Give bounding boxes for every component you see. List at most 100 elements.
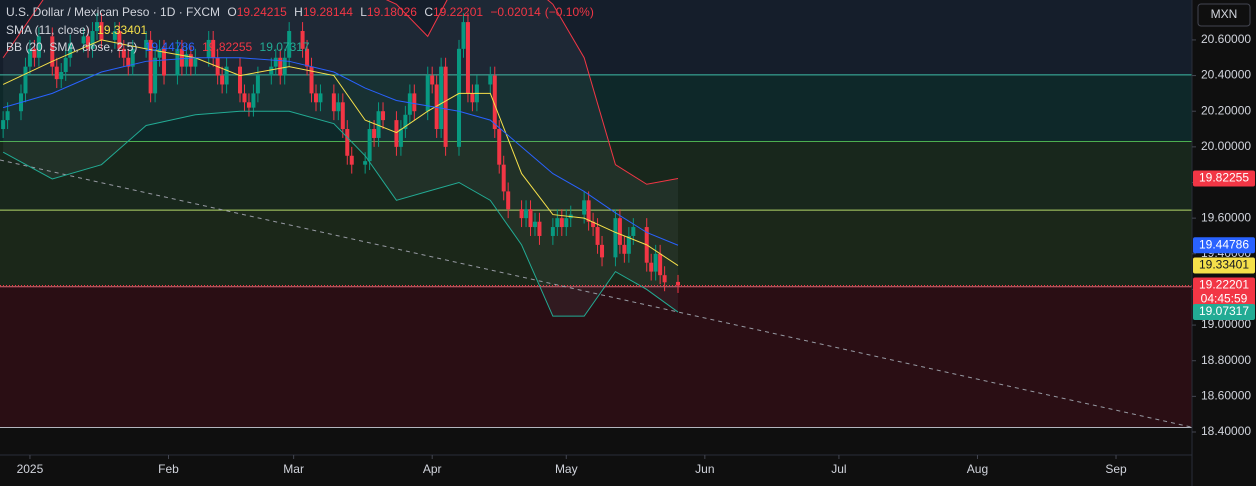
candle-body [318, 93, 323, 103]
price-badge [1193, 277, 1255, 308]
candle-body [90, 31, 95, 49]
candle-body [443, 66, 448, 147]
countdown-label: 04:45:59 [1201, 292, 1248, 306]
candle-body [528, 209, 533, 228]
candle-body [488, 75, 493, 85]
indicator-value: 19.82255 [202, 40, 253, 54]
candle-body [591, 221, 596, 228]
zone [0, 286, 1192, 428]
candle-body [501, 164, 506, 192]
candle-body [519, 209, 524, 219]
y-tick-label: 20.40000 [1201, 68, 1251, 82]
candle-body [36, 36, 41, 58]
indicator-value: 19.07317 [259, 40, 310, 54]
candle-body [676, 281, 681, 286]
currency-label[interactable]: MXN [1211, 7, 1238, 21]
axes: 18.4000018.6000018.8000019.0000019.20000… [17, 32, 1255, 476]
legend-sma[interactable]: SMA (11, close) 19.33401 [6, 22, 151, 38]
candle-body [99, 22, 104, 40]
x-tick-label: Aug [967, 462, 988, 476]
candle-body [349, 155, 354, 165]
candle-body [153, 57, 158, 94]
candle-body [407, 93, 412, 115]
candle-body [403, 114, 408, 130]
candle-body [206, 39, 211, 58]
zone [0, 74, 1192, 142]
y-tick-label: 20.60000 [1201, 32, 1251, 46]
ohlc-value: 19.24215 [236, 5, 287, 19]
candle-body [242, 93, 247, 103]
currency-button[interactable] [1197, 3, 1251, 27]
candle-body [434, 84, 439, 130]
candle-body [653, 253, 658, 272]
candle-body [157, 48, 162, 58]
candle-body [367, 129, 372, 162]
candle-body [662, 275, 667, 283]
change-value: −0.02014 [490, 5, 541, 19]
indicator-line [2, 57, 679, 246]
price-badge-label: 19.44786 [1199, 237, 1249, 251]
zone [0, 0, 1192, 75]
candle-body [532, 221, 537, 228]
candle-body [363, 161, 368, 165]
indicator-line [2, 0, 679, 185]
candle-body [224, 66, 229, 85]
time-axis-bg [0, 455, 1192, 486]
candle-body [631, 227, 636, 236]
candle-body [63, 57, 68, 73]
candle-body [50, 36, 55, 67]
ohlc-prefix: H [294, 5, 303, 19]
candle-body [626, 235, 631, 254]
price-badge-label: 19.33401 [1199, 258, 1249, 272]
ohlc-prefix: C [424, 5, 433, 19]
candle-body [537, 221, 542, 236]
indicator-value: 19.33401 [97, 23, 148, 37]
candle-body [130, 48, 135, 67]
symbol-title: U.S. Dollar / Mexican Peso · 1D · FXCM [6, 5, 221, 19]
candle-body [309, 66, 314, 94]
indicator-line [2, 39, 679, 266]
candle-body [184, 54, 189, 67]
indicator-name: SMA (11, close) [6, 23, 90, 37]
candle-body [86, 36, 91, 49]
plot-area [0, 0, 1192, 455]
candle-body [255, 75, 260, 94]
ohlc-prefix: L [360, 5, 367, 19]
indicator-line [2, 110, 679, 317]
candle-body [81, 36, 86, 44]
candle-body [470, 93, 475, 103]
price-badge [1193, 170, 1255, 187]
zone [0, 427, 1192, 455]
price-badge-label: 19.82255 [1199, 171, 1249, 185]
candle-body [117, 31, 122, 49]
candle-body [211, 39, 216, 58]
x-tick-label: 2025 [17, 462, 44, 476]
candle-body [506, 191, 511, 210]
ohlc-value: 19.22201 [433, 5, 484, 19]
candle-body [238, 66, 243, 94]
candle-body [461, 22, 466, 49]
zone [0, 210, 1192, 287]
x-tick-label: May [555, 462, 578, 476]
candle-body [524, 209, 529, 219]
y-tick-label: 19.60000 [1201, 210, 1251, 224]
candle-body [340, 102, 345, 130]
x-tick-label: Jun [695, 462, 714, 476]
candle-body [269, 66, 274, 76]
candle-body [273, 57, 278, 67]
y-tick-label: 20.20000 [1201, 103, 1251, 117]
candle-body [425, 75, 430, 112]
candle-body [430, 75, 435, 85]
candle-body [381, 111, 386, 121]
candle-body [622, 244, 627, 254]
legend-bb[interactable]: BB (20, SMA, close, 2.5) 19.44786 19.822… [6, 39, 314, 55]
zone [0, 141, 1192, 211]
candle-body [68, 43, 73, 58]
candle-body [412, 93, 417, 112]
candle-body [251, 93, 256, 108]
candle-body [193, 57, 198, 67]
candle-body [59, 72, 64, 80]
candle-body [398, 129, 403, 147]
